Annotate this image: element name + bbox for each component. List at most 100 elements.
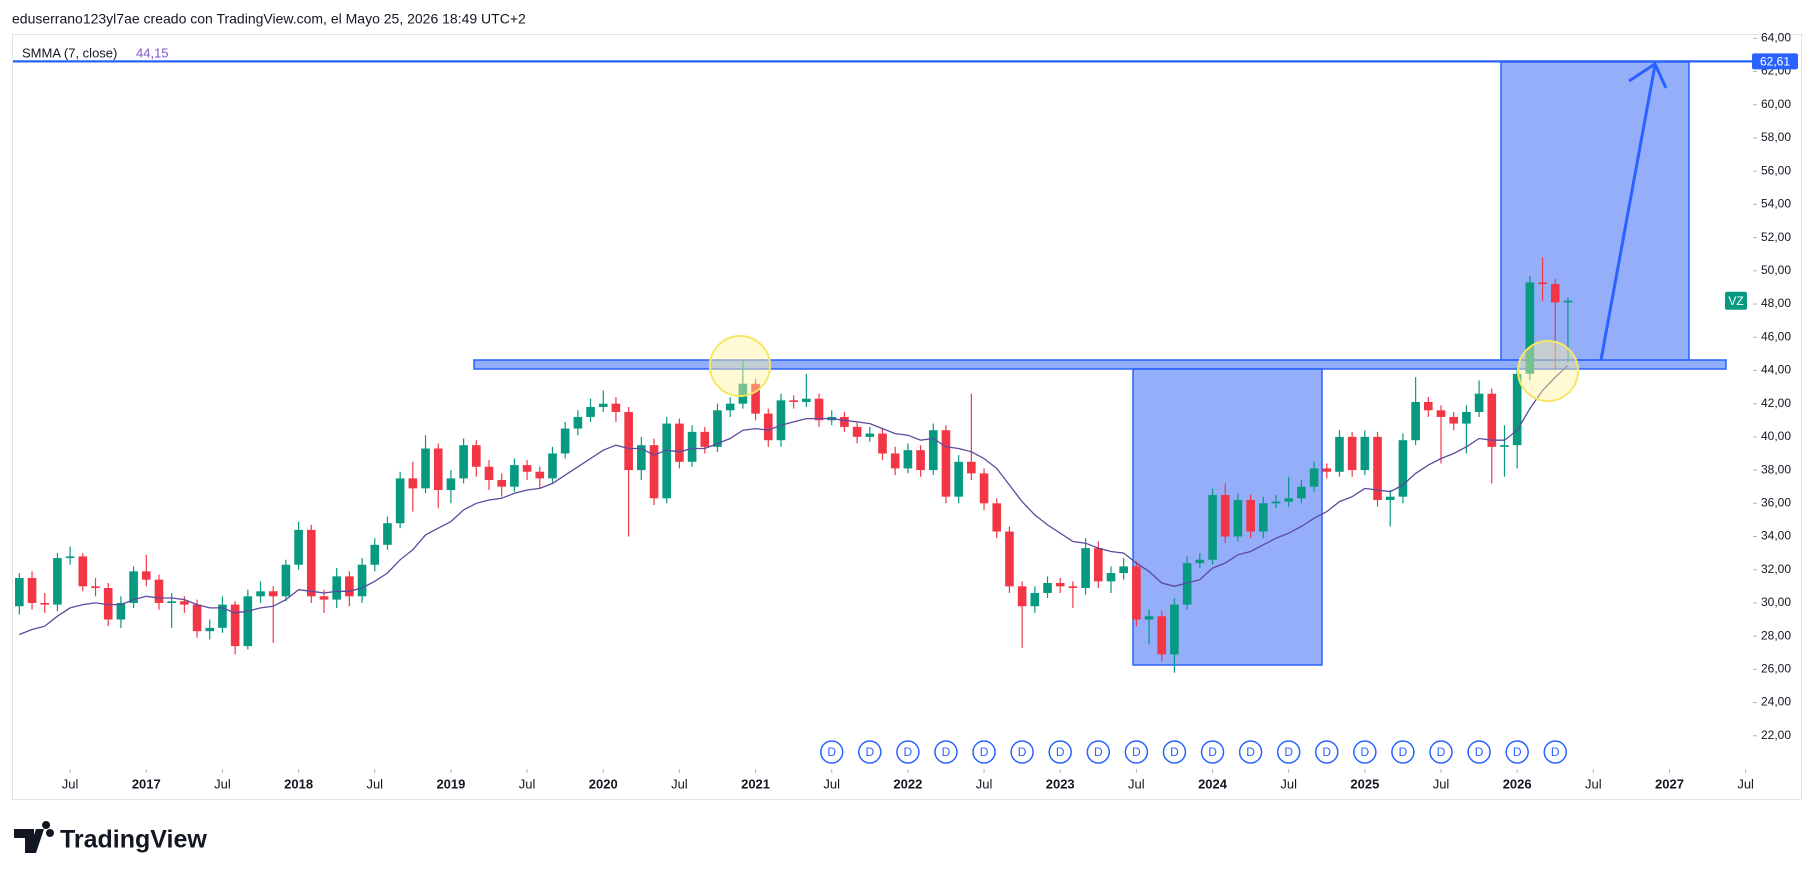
candle-body (573, 416, 583, 429)
resistance-zone (473, 359, 1727, 370)
candle-body (763, 413, 773, 441)
y-tick-label: 28,00 (1761, 628, 1791, 642)
candle-body (103, 587, 113, 620)
dividend-marker (858, 740, 882, 764)
candle-body (1373, 436, 1382, 500)
candle-body (649, 445, 659, 499)
x-tick-label: 2025 (1350, 776, 1379, 791)
dividend-label: D (1132, 745, 1141, 759)
candle-body (675, 423, 684, 462)
candle-body (548, 453, 557, 479)
dividend-marker (1238, 740, 1263, 764)
candle-body (484, 466, 494, 481)
logo-dot (46, 829, 54, 837)
x-tick-label: 2026 (1503, 776, 1532, 791)
candle-body (1462, 411, 1471, 424)
dividend-marker (1543, 740, 1568, 764)
candle-body (992, 503, 1002, 532)
dividend-marker (896, 740, 920, 764)
candle-body (1525, 282, 1535, 374)
y-tick-label: 22,00 (1761, 728, 1791, 742)
candle-body (1398, 440, 1408, 497)
arrow (1599, 64, 1657, 361)
candle-body (713, 410, 722, 447)
x-tick-label: Jul (1737, 776, 1754, 791)
candle-body (1144, 616, 1154, 620)
candle-body (776, 400, 786, 441)
candle-body (1347, 436, 1357, 471)
y-tick-label: 52,00 (1761, 230, 1791, 244)
y-tick-label: 54,00 (1761, 197, 1791, 211)
y-tick-label: 60,00 (1761, 97, 1791, 111)
candle-body (979, 473, 989, 504)
candle-body (1170, 604, 1179, 655)
dividend-label: D (980, 745, 989, 759)
x-tick-label: 2022 (893, 776, 922, 791)
x-tick-label: 2023 (1046, 776, 1075, 791)
dividend-label: D (1513, 745, 1522, 759)
x-tick-label: 2017 (132, 776, 161, 791)
highlight-circle (1517, 340, 1579, 402)
candle-body (1017, 586, 1027, 607)
candle-body (15, 578, 24, 607)
indicator-value: 44,15 (136, 45, 169, 60)
candle-body (903, 450, 913, 469)
x-tick-label: Jul (823, 776, 840, 791)
candle-body (40, 602, 50, 605)
candle-body (802, 398, 811, 402)
candle-body (1385, 496, 1395, 500)
candle-body (459, 445, 468, 479)
x-tick-label: Jul (1280, 776, 1297, 791)
dividend-label: D (1399, 745, 1408, 759)
candle-body (738, 383, 748, 404)
logo: TradingView (14, 821, 207, 854)
x-tick-label: 2018 (284, 776, 313, 791)
candle-body (154, 579, 164, 603)
candle-body (408, 478, 418, 489)
candle-body (751, 383, 760, 414)
dividend-label: D (1170, 745, 1179, 759)
candle-body (522, 465, 532, 472)
dividend-marker (1086, 740, 1111, 764)
y-tick-label: 26,00 (1761, 662, 1791, 676)
dividend-label: D (1551, 745, 1560, 759)
y-tick-label: 36,00 (1761, 495, 1791, 509)
x-tick-label: Jul (1128, 776, 1145, 791)
candle-body (1068, 586, 1078, 588)
candle-body (1436, 410, 1446, 417)
price-label: 62,61 (1760, 55, 1790, 69)
candle-body (1043, 583, 1052, 593)
dividend-marker (1353, 740, 1377, 764)
dividend-marker (1505, 740, 1529, 764)
dividend-label: D (1322, 745, 1331, 759)
dividend-label: D (1475, 745, 1484, 759)
y-tick-label: 44,00 (1761, 363, 1791, 377)
dividend-marker (1048, 740, 1072, 764)
dividend-marker (1429, 740, 1453, 764)
candle-body (1208, 494, 1217, 560)
candle-body (1258, 503, 1268, 532)
candle-body (383, 523, 392, 545)
candle-body (840, 416, 849, 427)
candle-body (1563, 300, 1573, 303)
candle-body (1157, 616, 1167, 655)
candle-body (1106, 573, 1116, 582)
plot (15, 257, 1573, 673)
y-tick-label: 42,00 (1761, 396, 1791, 410)
dividend-label: D (1018, 745, 1027, 759)
dividend-marker (1391, 740, 1415, 764)
x-tick-label: Jul (366, 776, 383, 791)
candle-body (624, 411, 633, 471)
dividend-label: D (904, 745, 913, 759)
candle-body (1284, 498, 1294, 502)
y-tick-label: 58,00 (1761, 130, 1791, 144)
candle-body (370, 544, 380, 565)
candle-body (1119, 566, 1128, 574)
dividend-marker (1124, 740, 1149, 764)
candle-body (27, 578, 37, 603)
candle-body (687, 431, 697, 462)
candle-body (1360, 436, 1370, 471)
candle-body (814, 398, 824, 421)
ticker-badge (1725, 291, 1747, 310)
